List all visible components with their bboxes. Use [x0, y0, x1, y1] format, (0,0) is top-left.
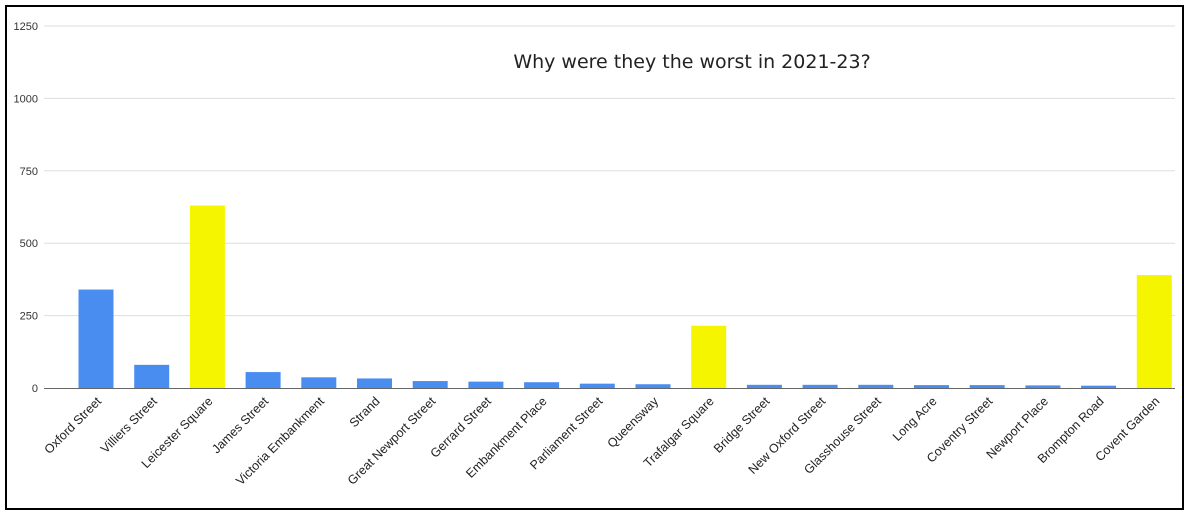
bar-victoria-embankment [301, 377, 337, 388]
bar-trafalgar-square [691, 325, 727, 388]
bar-gerrard-street [468, 381, 504, 388]
x-tick-label: James Street [209, 394, 271, 456]
bar-leicester-square [189, 205, 225, 388]
bars [78, 205, 1172, 388]
y-tick-label: 750 [20, 166, 38, 178]
bar-coventry-street [969, 385, 1005, 388]
bar-parliament-street [579, 383, 615, 388]
y-tick-label: 500 [20, 238, 38, 250]
x-tick-label: Bridge Street [711, 394, 773, 456]
y-tick-label: 1000 [14, 93, 38, 105]
x-tick-label: Villiers Street [98, 394, 160, 456]
y-axis-ticks: 0 250 500 750 1000 1250 [14, 21, 38, 395]
y-tick-label: 250 [20, 311, 38, 323]
bar-glasshouse-street [858, 384, 894, 388]
gridlines [44, 25, 1175, 317]
x-tick-label: Long Acre [890, 394, 940, 444]
y-tick-label: 1250 [14, 21, 38, 33]
bar-embankment-place [524, 382, 560, 388]
chart-title: Why were they the worst in 2021-23? [513, 51, 870, 73]
bar-great-newport-street [412, 381, 448, 388]
y-tick-label: 0 [32, 383, 38, 395]
bar-new-oxford-street [802, 384, 838, 388]
bar-newport-place [1025, 385, 1061, 388]
bar-queensway [635, 384, 671, 388]
bar-covent-garden [1136, 275, 1172, 388]
bar-brompton-road [1081, 385, 1117, 388]
bar-long-acre [914, 385, 949, 388]
bar-strand [357, 378, 392, 388]
x-tick-label: Queensway [605, 394, 662, 451]
x-tick-label: Strand [347, 394, 383, 430]
x-tick-label: Oxford Street [42, 394, 105, 457]
bar-james-street [245, 372, 281, 388]
bar-villiers-street [134, 364, 170, 388]
bar-oxford-street [78, 289, 114, 388]
bar-bridge-street [746, 384, 782, 388]
